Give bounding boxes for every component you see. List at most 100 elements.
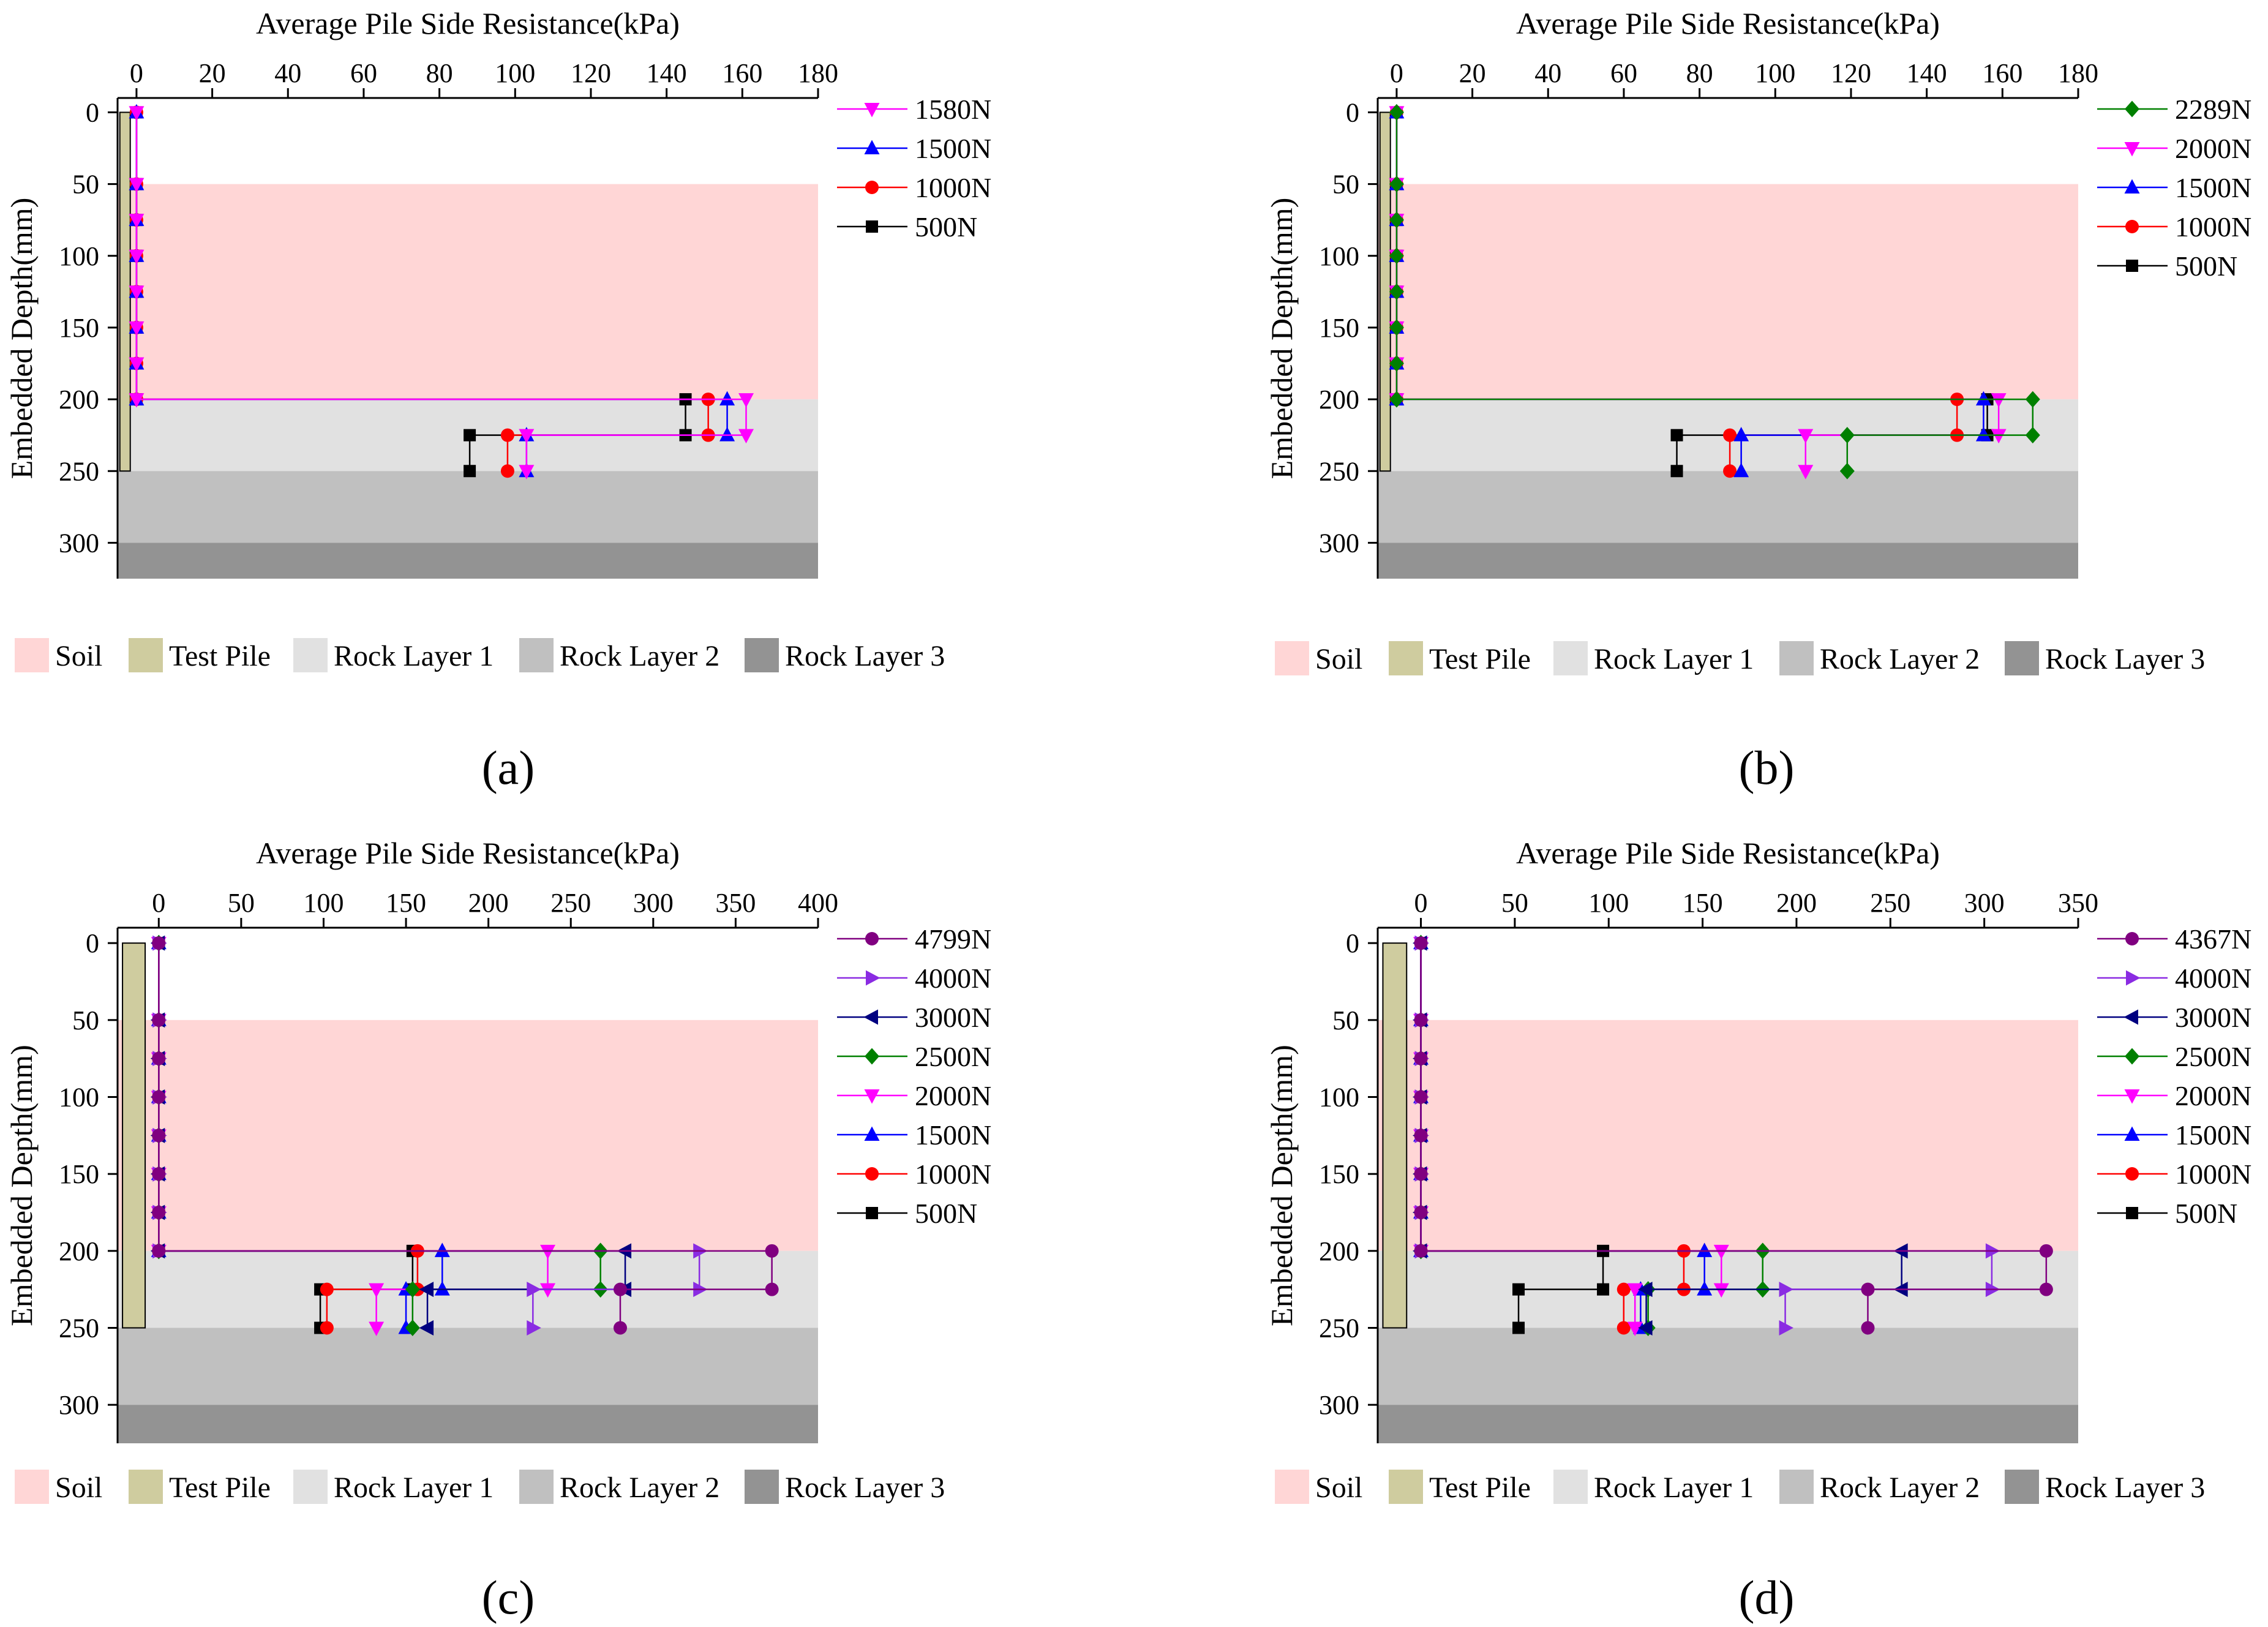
x-axis-label: Average Pile Side Resistance(kPa) (1516, 836, 1940, 870)
rock-layer-2 (118, 1328, 818, 1405)
layer-legend-label: Soil (1315, 1471, 1362, 1504)
data-point (613, 1282, 627, 1296)
series-legend: 4367N 4000N 3000N 2500N 2000N 1500N 1000N 500N (2097, 923, 2251, 1229)
data-point (1798, 465, 1814, 479)
layer-legend-swatch (2005, 641, 2039, 675)
data-point (1733, 462, 1749, 478)
data-point (129, 178, 145, 193)
data-point (1414, 1167, 1428, 1181)
legend-marker (2125, 220, 2139, 233)
data-point (419, 1320, 434, 1336)
y-axis-label: Embedded Depth(mm) (4, 198, 39, 479)
legend-label: 1500N (2175, 1119, 2251, 1151)
legend-label: 1000N (2175, 211, 2251, 242)
data-point (1414, 1205, 1428, 1219)
x-tick-label: 20 (199, 58, 226, 88)
y-tick-label: 250 (1319, 1313, 1359, 1343)
data-point (1627, 1321, 1643, 1336)
layer-legend-swatch (519, 1470, 554, 1504)
panel-label: (c) (482, 1571, 535, 1624)
test-pile (119, 111, 131, 472)
layer-legend-swatch (1779, 641, 1814, 675)
data-point (1617, 1321, 1631, 1335)
legend-marker (866, 970, 881, 986)
legend-marker (865, 932, 879, 945)
y-tick-label: 50 (72, 170, 99, 200)
chart-panel-c: 0 50 100 150 200 250 300 350 400 0 50 100 150 200 250 3… (4, 836, 991, 1624)
legend-marker (2124, 142, 2140, 157)
y-tick-label: 250 (59, 1313, 99, 1343)
legend-label: 1500N (2175, 172, 2251, 203)
layer-legend-label: Rock Layer 2 (1820, 643, 1980, 675)
y-tick-label: 300 (1319, 528, 1359, 558)
x-axis-label: Average Pile Side Resistance(kPa) (1516, 6, 1940, 40)
x-axis-label: Average Pile Side Resistance(kPa) (256, 836, 680, 870)
layer-legend-label: Soil (1315, 643, 1362, 675)
data-point (1975, 391, 1991, 406)
data-point (320, 1282, 334, 1296)
data-point (1389, 211, 1404, 228)
x-tick-label: 40 (1534, 58, 1561, 88)
data-point (1798, 429, 1814, 444)
y-tick-label: 250 (59, 456, 99, 486)
rock-layer-3 (1378, 543, 2078, 579)
data-point (1697, 1242, 1713, 1257)
y-tick-label: 100 (59, 241, 99, 271)
data-point (1713, 1283, 1729, 1298)
layer-legend-swatch (519, 638, 554, 672)
test-pile (1379, 111, 1391, 472)
legend-label: 3000N (2175, 1002, 2251, 1033)
legend-label: 2000N (2175, 1080, 2251, 1111)
data-point (2025, 391, 2040, 408)
layer-legend-label: Soil (55, 640, 102, 672)
legend-marker (2126, 260, 2138, 272)
chart-panel-a: 0 20 40 60 80 100 120 140 160 180 0 50 100 150 200 250 3… (4, 6, 991, 794)
x-tick-label: 350 (715, 888, 756, 918)
x-tick-label: 80 (426, 58, 453, 88)
data-point (369, 1283, 385, 1298)
data-point (320, 1321, 334, 1335)
legend-marker (2126, 970, 2141, 986)
y-axis-label: Embedded Depth(mm) (1264, 1045, 1299, 1326)
series-4367N (1414, 936, 2053, 1335)
x-tick-label: 250 (550, 888, 591, 918)
data-point (129, 321, 145, 336)
layer-legend-swatch (745, 1470, 779, 1504)
x-tick-label: 160 (722, 58, 762, 88)
y-tick-label: 300 (1319, 1390, 1359, 1420)
y-tick-label: 200 (1319, 1236, 1359, 1266)
data-point (1991, 393, 2007, 408)
data-point (369, 1321, 385, 1336)
x-tick-label: 100 (1755, 58, 1795, 88)
soil-layer (118, 1020, 818, 1251)
layer-legend-label: Rock Layer 2 (560, 1471, 719, 1504)
data-point (1414, 1051, 1428, 1065)
data-point (129, 249, 145, 265)
legend-marker (2125, 1048, 2139, 1065)
data-point (519, 429, 535, 444)
data-point (405, 1281, 420, 1298)
data-point (1512, 1321, 1525, 1334)
x-tick-label: 120 (571, 58, 611, 88)
y-tick-label: 150 (59, 313, 99, 343)
data-point (464, 429, 476, 442)
x-tick-label: 350 (2058, 888, 2098, 918)
x-tick-label: 0 (1414, 888, 1428, 918)
x-tick-label: 140 (1907, 58, 1947, 88)
layer-legend-label: Rock Layer 2 (560, 640, 719, 672)
layer-legend-label: Rock Layer 3 (2045, 643, 2205, 675)
y-tick-label: 0 (1346, 97, 1359, 127)
data-point (540, 1244, 556, 1260)
legend-label: 1000N (915, 1159, 991, 1190)
layer-legend-label: Rock Layer 3 (785, 640, 945, 672)
test-pile (122, 942, 146, 1329)
data-point (719, 391, 735, 406)
layer-legend: Soil Test Pile Rock Layer 1 Rock Layer 2 Roc… (1275, 1470, 2205, 1504)
series-2289N (1389, 103, 2040, 479)
data-point (1627, 1283, 1643, 1298)
y-tick-label: 0 (1346, 928, 1359, 958)
data-point (405, 1319, 420, 1336)
rock-layer-3 (1378, 1405, 2078, 1443)
y-tick-label: 50 (1332, 170, 1359, 200)
data-point (152, 1167, 166, 1181)
